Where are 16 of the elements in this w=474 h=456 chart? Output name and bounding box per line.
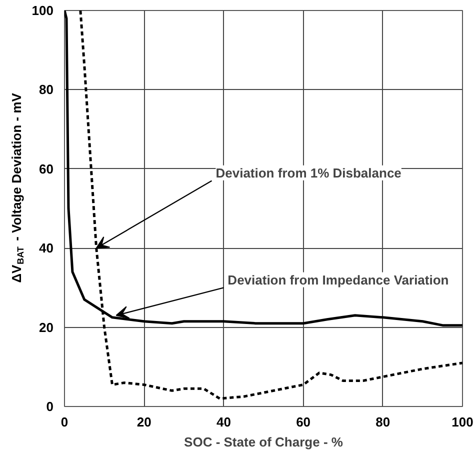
y-tick-label: 80 <box>39 82 54 98</box>
x-tick-label: 20 <box>136 414 152 430</box>
x-axis-title: SOC - State of Charge - % <box>184 434 344 450</box>
y-tick-label: 100 <box>32 3 54 18</box>
y-tick-label: 20 <box>39 320 54 335</box>
annotation: Deviation from Impedance Variation <box>228 272 449 288</box>
x-tick-label: 40 <box>216 414 231 430</box>
x-tick-label: 100 <box>452 414 474 430</box>
x-tick-label: 60 <box>296 414 311 430</box>
y-tick-label: 60 <box>39 161 54 176</box>
y-tick-label: 40 <box>39 240 54 256</box>
y-tick-label: 0 <box>46 399 54 414</box>
x-tick-label: 0 <box>60 414 68 430</box>
x-tick-label: 80 <box>376 414 390 430</box>
y-axis-title: ΔVBAT - Voltage Deviation - mV <box>9 92 26 283</box>
annotation: Deviation from 1% Disbalance <box>216 165 402 180</box>
